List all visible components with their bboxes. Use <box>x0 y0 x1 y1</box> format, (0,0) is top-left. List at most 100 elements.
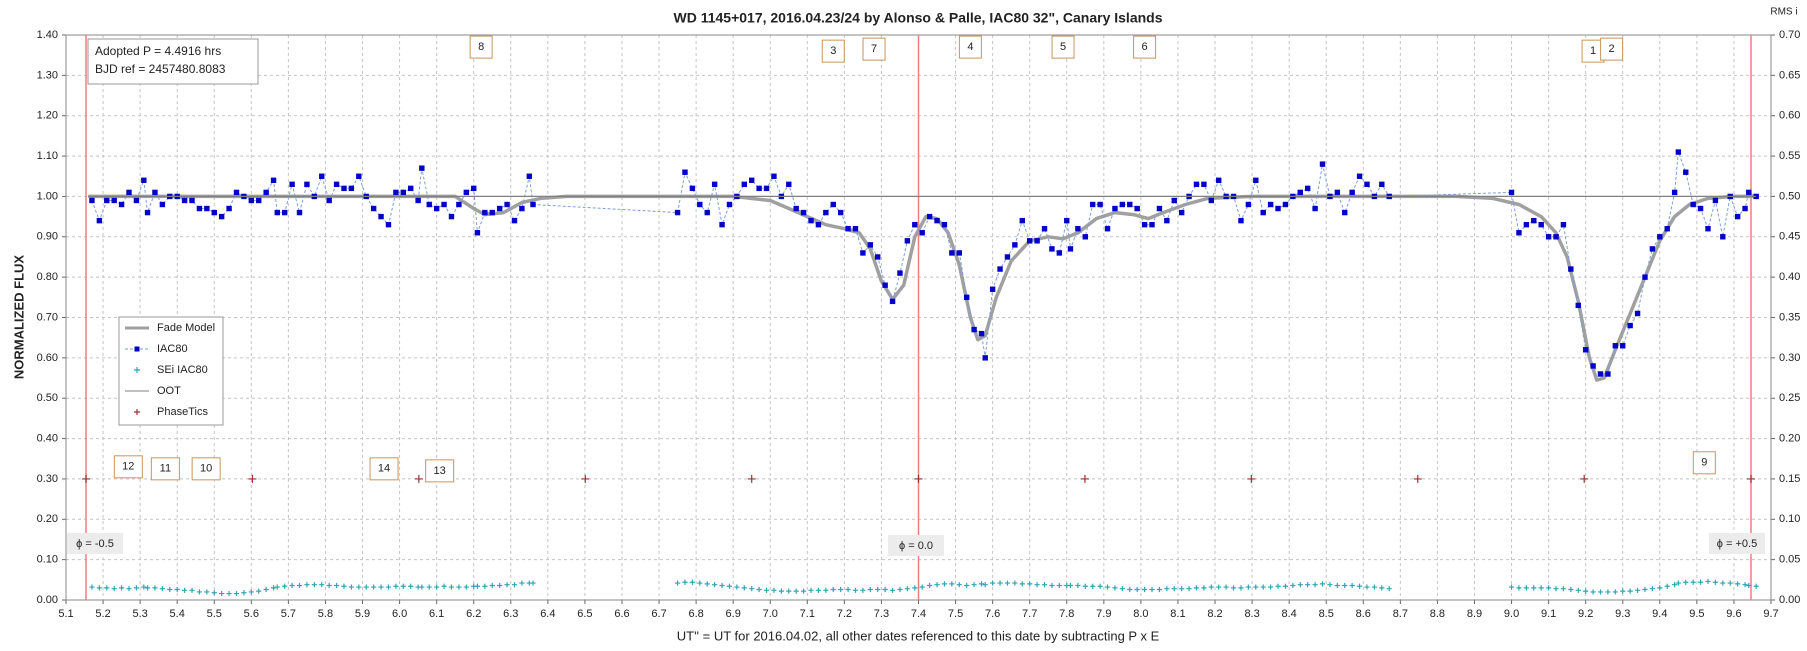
x-tick-label: 6.5 <box>577 608 592 620</box>
iac80-point <box>823 209 829 216</box>
iac80-point <box>971 326 977 333</box>
marker <box>1056 582 1062 589</box>
marker <box>914 474 923 483</box>
iac80-point <box>274 209 280 216</box>
marker <box>456 584 462 590</box>
marker <box>1019 581 1025 587</box>
marker <box>441 583 447 589</box>
iac80-point <box>726 201 733 208</box>
marker <box>326 582 332 589</box>
iac80-point <box>1260 209 1266 216</box>
x-tick-label: 7.9 <box>1096 608 1111 620</box>
marker <box>1746 582 1752 589</box>
annotation-box <box>821 39 845 63</box>
marker <box>1531 585 1537 591</box>
marker <box>1720 580 1726 586</box>
annotation-box <box>113 455 143 479</box>
annotation-box <box>958 35 982 59</box>
iac80-point <box>837 209 844 216</box>
marker <box>971 582 977 588</box>
marker <box>1627 588 1633 594</box>
iac80-point <box>526 173 533 179</box>
marker <box>800 588 807 594</box>
marker <box>1104 584 1111 590</box>
x-tick-label: 8.2 <box>1207 608 1222 620</box>
iac80-point <box>689 185 696 192</box>
iac80-point <box>144 209 151 216</box>
iac80-point <box>400 189 406 196</box>
marker <box>1080 474 1089 483</box>
marker <box>1230 585 1237 591</box>
marker <box>219 590 225 597</box>
x-tick-label: 5.4 <box>170 608 185 620</box>
marker <box>1605 589 1611 595</box>
iac80-point <box>889 298 896 305</box>
y-tick-label: 0.80 <box>37 271 58 283</box>
iac80-point <box>1297 189 1303 196</box>
annotation-box <box>150 457 180 481</box>
marker <box>860 587 866 593</box>
iac80-point <box>1379 181 1385 188</box>
x-tick-label: 5.6 <box>244 608 259 620</box>
annotation-box <box>369 457 399 481</box>
marker <box>1041 582 1048 588</box>
iac80-point <box>1538 221 1544 228</box>
iac80-point <box>875 254 881 260</box>
iac80-point <box>419 165 425 171</box>
marker <box>111 586 117 592</box>
iac80-point <box>1275 205 1281 212</box>
x-tick-label: 7.2 <box>837 608 852 620</box>
marker <box>141 584 147 590</box>
marker <box>1590 589 1596 595</box>
marker <box>400 583 406 589</box>
marker <box>348 584 355 590</box>
marker <box>1735 581 1741 587</box>
marker <box>682 579 688 585</box>
x-tick-label: 5.9 <box>355 608 370 620</box>
marker <box>1712 579 1718 585</box>
marker <box>363 584 369 590</box>
marker <box>747 474 756 483</box>
iac80-point <box>159 201 166 208</box>
marker <box>1697 579 1704 585</box>
phase-label-box <box>1709 533 1765 554</box>
iac80-point <box>912 221 918 228</box>
legend-box <box>118 316 224 426</box>
marker <box>1568 586 1574 593</box>
iac80-point <box>1312 205 1318 212</box>
legend-label: IAC80 <box>157 343 188 355</box>
marker <box>304 582 310 588</box>
x-tick-label: 5.8 <box>318 608 333 620</box>
marker <box>1334 582 1340 589</box>
y-tick-label: 0.10 <box>37 554 58 566</box>
y-tick-label: 0.50 <box>37 392 58 404</box>
annotation: 11 <box>160 463 171 475</box>
iac80-point <box>860 250 866 256</box>
marker <box>1208 584 1214 590</box>
iac80-point <box>1516 230 1522 236</box>
marker <box>719 582 725 589</box>
marker <box>256 588 262 594</box>
marker <box>1580 474 1589 483</box>
x-tick-label: 9.1 <box>1541 608 1556 620</box>
iac80-point <box>263 189 269 196</box>
iac80-point <box>1067 246 1074 252</box>
iac80-point <box>1597 371 1604 377</box>
marker <box>248 474 257 483</box>
x-tick-label: 7.7 <box>1022 608 1037 620</box>
iac80-point <box>749 177 755 183</box>
iac80-point <box>504 201 510 208</box>
iac80-point <box>456 201 462 208</box>
iac80-point <box>385 221 392 228</box>
marker <box>1012 580 1018 586</box>
iac80-point <box>697 201 703 208</box>
iac80-point <box>233 189 240 196</box>
iac80-point <box>1026 238 1033 244</box>
iac80-point <box>1201 181 1207 188</box>
marker <box>771 587 777 593</box>
marker <box>1560 586 1567 592</box>
annotation: 2 <box>1609 43 1615 55</box>
iac80-point <box>489 209 495 216</box>
marker <box>712 582 718 588</box>
